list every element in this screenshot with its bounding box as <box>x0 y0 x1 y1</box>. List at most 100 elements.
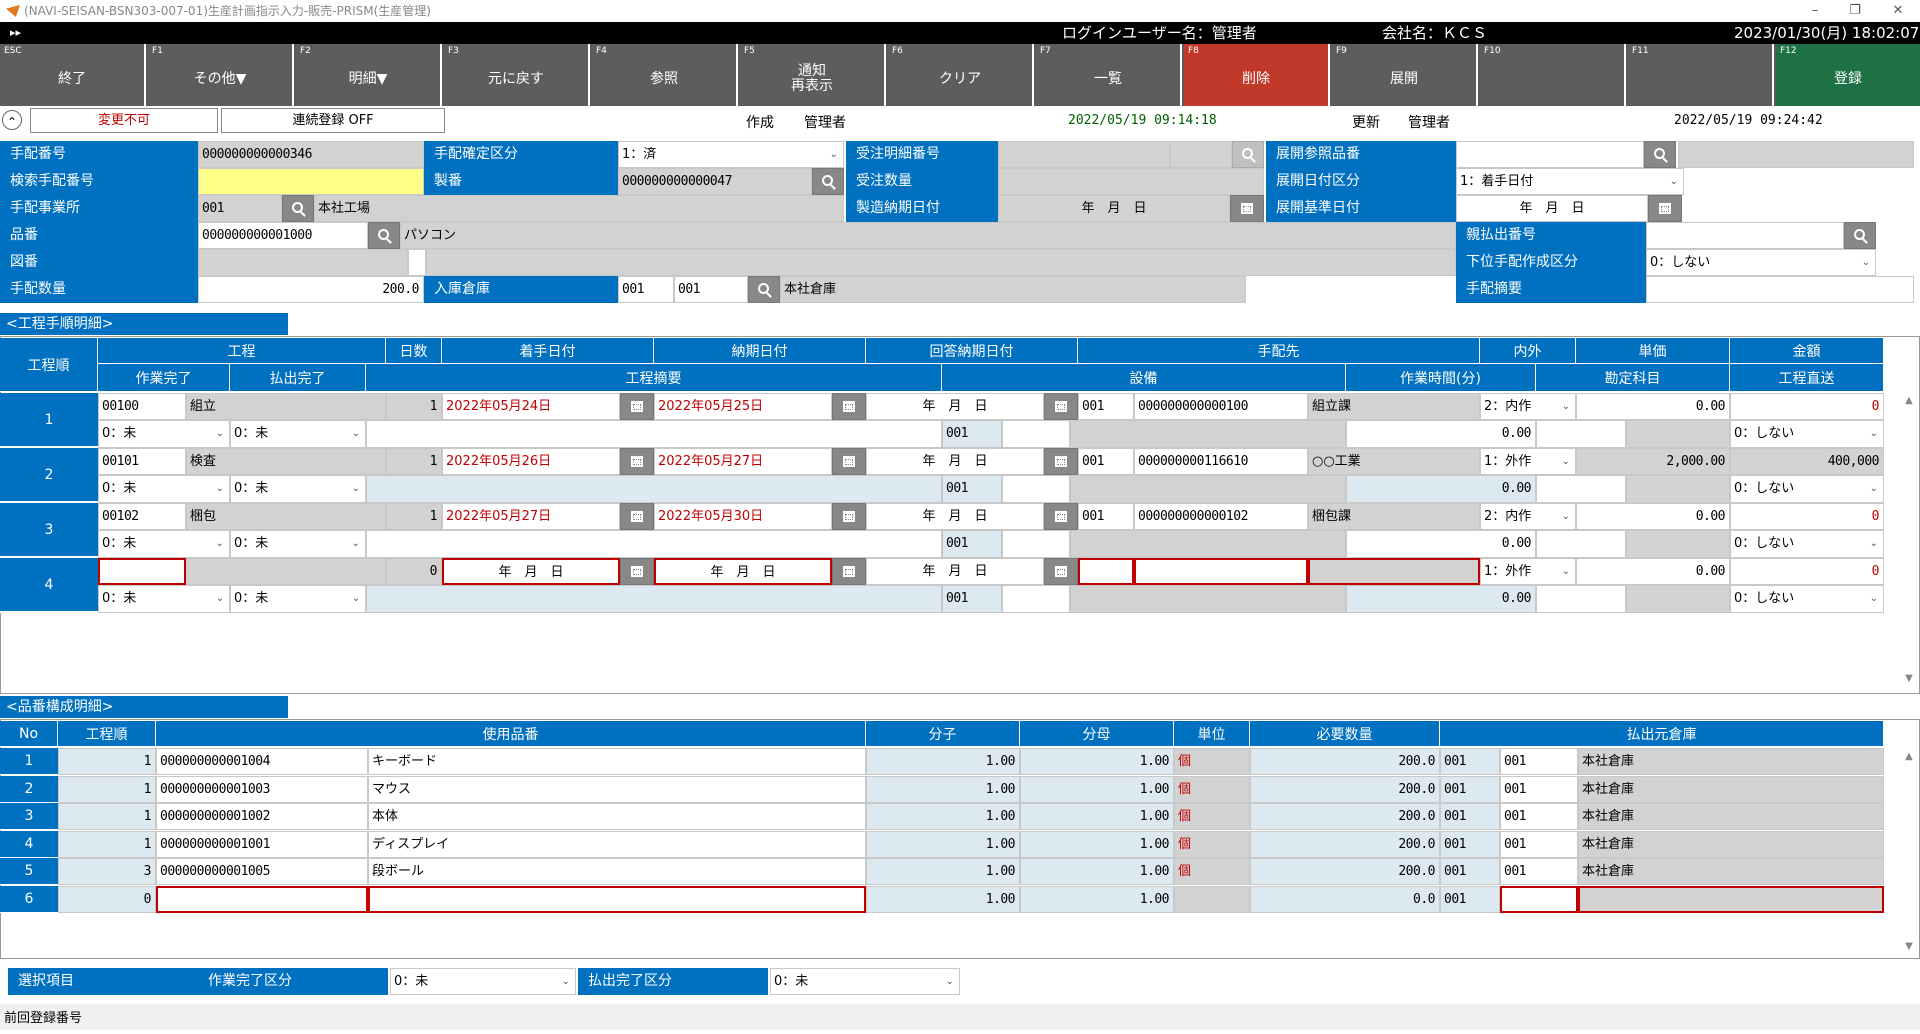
parts-bunshi-field[interactable]: 1.00 <box>866 803 1020 831</box>
hinban-field[interactable]: 000000000001000 <box>198 222 368 249</box>
process-kanjo-field[interactable] <box>1536 420 1626 448</box>
process-start-calendar-button[interactable] <box>620 503 654 530</box>
process-setsubi-sub-field[interactable] <box>1002 530 1070 558</box>
process-jikan-field[interactable]: 0.00 <box>1346 420 1536 448</box>
process-saki-field[interactable]: 000000000116610 <box>1134 448 1308 475</box>
process-end-date[interactable]: 2022年05月25日 <box>654 393 832 420</box>
parts-bunshi-field[interactable]: 1.00 <box>866 775 1020 803</box>
expand-arrow-icon[interactable]: ▸▸ <box>10 26 22 39</box>
process-setsubi-code-field[interactable]: 001 <box>942 530 1002 558</box>
process-harai-select[interactable]: 0：未 ⌄ <box>230 475 366 503</box>
fkey-f2[interactable]: F2 明細▼ <box>296 44 442 106</box>
fkey-f11[interactable]: F11 <box>1628 44 1774 106</box>
process-days-field[interactable]: 1 <box>386 448 442 475</box>
process-end-calendar-button[interactable] <box>832 558 866 585</box>
process-chokuso-select[interactable]: 0：しない ⌄ <box>1730 475 1884 503</box>
parts-soko2-field[interactable]: 001 <box>1500 803 1578 831</box>
parts-row-no[interactable]: 4 <box>0 830 58 858</box>
process-start-date[interactable]: 2022年05月24日 <box>442 393 620 420</box>
process-setsubi-sub-field[interactable] <box>1002 475 1070 503</box>
process-harai-select[interactable]: 0：未 ⌄ <box>230 530 366 558</box>
process-row-no[interactable]: 1 <box>0 393 98 448</box>
process-saki-field[interactable]: 000000000000102 <box>1134 503 1308 530</box>
jigyosho-code-field[interactable]: 001 <box>198 195 282 222</box>
parts-name-field[interactable] <box>368 886 866 913</box>
maximize-button[interactable]: ❐ <box>1849 3 1861 18</box>
process-scrollbar[interactable]: ▲ ▼ <box>1900 392 1918 692</box>
process-tekiyo-field[interactable] <box>366 530 942 558</box>
tenkai-kijun-field[interactable]: 年 月 日 <box>1456 195 1648 222</box>
parts-scrollbar[interactable]: ▲ ▼ <box>1900 748 1918 958</box>
process-kaito-calendar-button[interactable] <box>1044 558 1078 585</box>
parts-soko1-field[interactable]: 001 <box>1440 830 1500 858</box>
process-tanka-field[interactable]: 2,000.00 <box>1576 448 1730 475</box>
tenkai-kijun-calendar-button[interactable] <box>1648 195 1682 222</box>
parts-soko2-field[interactable]: 001 <box>1500 775 1578 803</box>
process-end-calendar-button[interactable] <box>832 448 866 475</box>
parts-name-field[interactable]: ディスプレイ <box>368 830 866 858</box>
parts-row-no[interactable]: 1 <box>0 748 58 775</box>
parts-bunbo-field[interactable]: 1.00 <box>1020 803 1174 831</box>
process-kanjo-field[interactable] <box>1536 475 1626 503</box>
parts-kojun-field[interactable]: 1 <box>58 803 156 831</box>
process-row-no[interactable]: 3 <box>0 503 98 558</box>
process-code-field[interactable] <box>98 558 186 585</box>
parts-name-field[interactable]: マウス <box>368 775 866 803</box>
tenkai-sansho-search-button[interactable] <box>1644 141 1676 168</box>
process-naigai-select[interactable]: 1：外作 ⌄ <box>1480 558 1576 585</box>
process-harai-select[interactable]: 0：未 ⌄ <box>230 420 366 448</box>
process-kingaku-field[interactable]: 0 <box>1730 503 1884 530</box>
process-kingaku-field[interactable]: 0 <box>1730 558 1884 585</box>
parts-soko2-field[interactable] <box>1500 886 1578 913</box>
process-tanka-field[interactable]: 0.00 <box>1576 503 1730 530</box>
parts-soko1-field[interactable]: 001 <box>1440 803 1500 831</box>
process-kaito-calendar-button[interactable] <box>1044 503 1078 530</box>
parts-code-field[interactable]: 000000000001005 <box>156 858 368 886</box>
process-harai-select[interactable]: 0：未 ⌄ <box>230 585 366 613</box>
process-start-date[interactable]: 2022年05月27日 <box>442 503 620 530</box>
process-jikan-field[interactable]: 0.00 <box>1346 530 1536 558</box>
fkey-f5[interactable]: F5 通知 再表示 <box>740 44 886 106</box>
tenkai-kubun-select[interactable]: 1：着手日付 ⌄ <box>1456 168 1684 195</box>
fkey-f1[interactable]: F1 その他▼ <box>148 44 294 106</box>
seiban-search-button[interactable] <box>812 168 844 195</box>
fkey-f8[interactable]: F8 削除 <box>1184 44 1330 106</box>
process-code-field[interactable]: 00102 <box>98 503 186 530</box>
process-kanjo-field[interactable] <box>1536 585 1626 613</box>
parts-code-field[interactable]: 000000000001002 <box>156 803 368 831</box>
seizo-nouki-calendar-button[interactable] <box>1230 195 1264 222</box>
process-naigai-select[interactable]: 2：内作 ⌄ <box>1480 393 1576 420</box>
oya-field[interactable] <box>1646 222 1844 249</box>
tekiyo-field[interactable] <box>1646 276 1914 303</box>
parts-soko2-field[interactable]: 001 <box>1500 830 1578 858</box>
process-chokuso-select[interactable]: 0：しない ⌄ <box>1730 530 1884 558</box>
parts-bunbo-field[interactable]: 1.00 <box>1020 886 1174 913</box>
process-jig-field[interactable]: 001 <box>1078 393 1134 420</box>
process-start-calendar-button[interactable] <box>620 393 654 420</box>
parts-name-field[interactable]: 本体 <box>368 803 866 831</box>
close-button[interactable]: ✕ <box>1892 3 1904 18</box>
process-row-no[interactable]: 4 <box>0 558 98 613</box>
process-tekiyo-field[interactable] <box>366 475 942 503</box>
process-chokuso-select[interactable]: 0：しない ⌄ <box>1730 420 1884 448</box>
tenkai-sansho-field[interactable] <box>1456 141 1644 168</box>
process-sagyo-select[interactable]: 0：未 ⌄ <box>98 420 230 448</box>
process-end-date[interactable]: 2022年05月27日 <box>654 448 832 475</box>
parts-bunbo-field[interactable]: 1.00 <box>1020 830 1174 858</box>
oya-search-button[interactable] <box>1844 222 1876 249</box>
parts-bunshi-field[interactable]: 1.00 <box>866 830 1020 858</box>
process-kaito-date[interactable]: 年 月 日 <box>866 393 1044 420</box>
soko-search-button[interactable] <box>748 276 780 303</box>
process-setsubi-code-field[interactable]: 001 <box>942 585 1002 613</box>
process-kaito-calendar-button[interactable] <box>1044 393 1078 420</box>
renzoku-toroku-toggle[interactable]: 連続登録 OFF <box>221 108 445 133</box>
soko-code2-field[interactable]: 001 <box>674 276 748 303</box>
process-saki-field[interactable]: 000000000000100 <box>1134 393 1308 420</box>
parts-soko1-field[interactable]: 001 <box>1440 775 1500 803</box>
kakutei-select[interactable]: 1：済 ⌄ <box>618 141 844 168</box>
process-end-calendar-button[interactable] <box>832 393 866 420</box>
parts-row-no[interactable]: 5 <box>0 858 58 886</box>
process-sagyo-select[interactable]: 0：未 ⌄ <box>98 585 230 613</box>
process-jikan-field[interactable]: 0.00 <box>1346 585 1536 613</box>
process-start-date[interactable]: 年 月 日 <box>442 558 620 585</box>
